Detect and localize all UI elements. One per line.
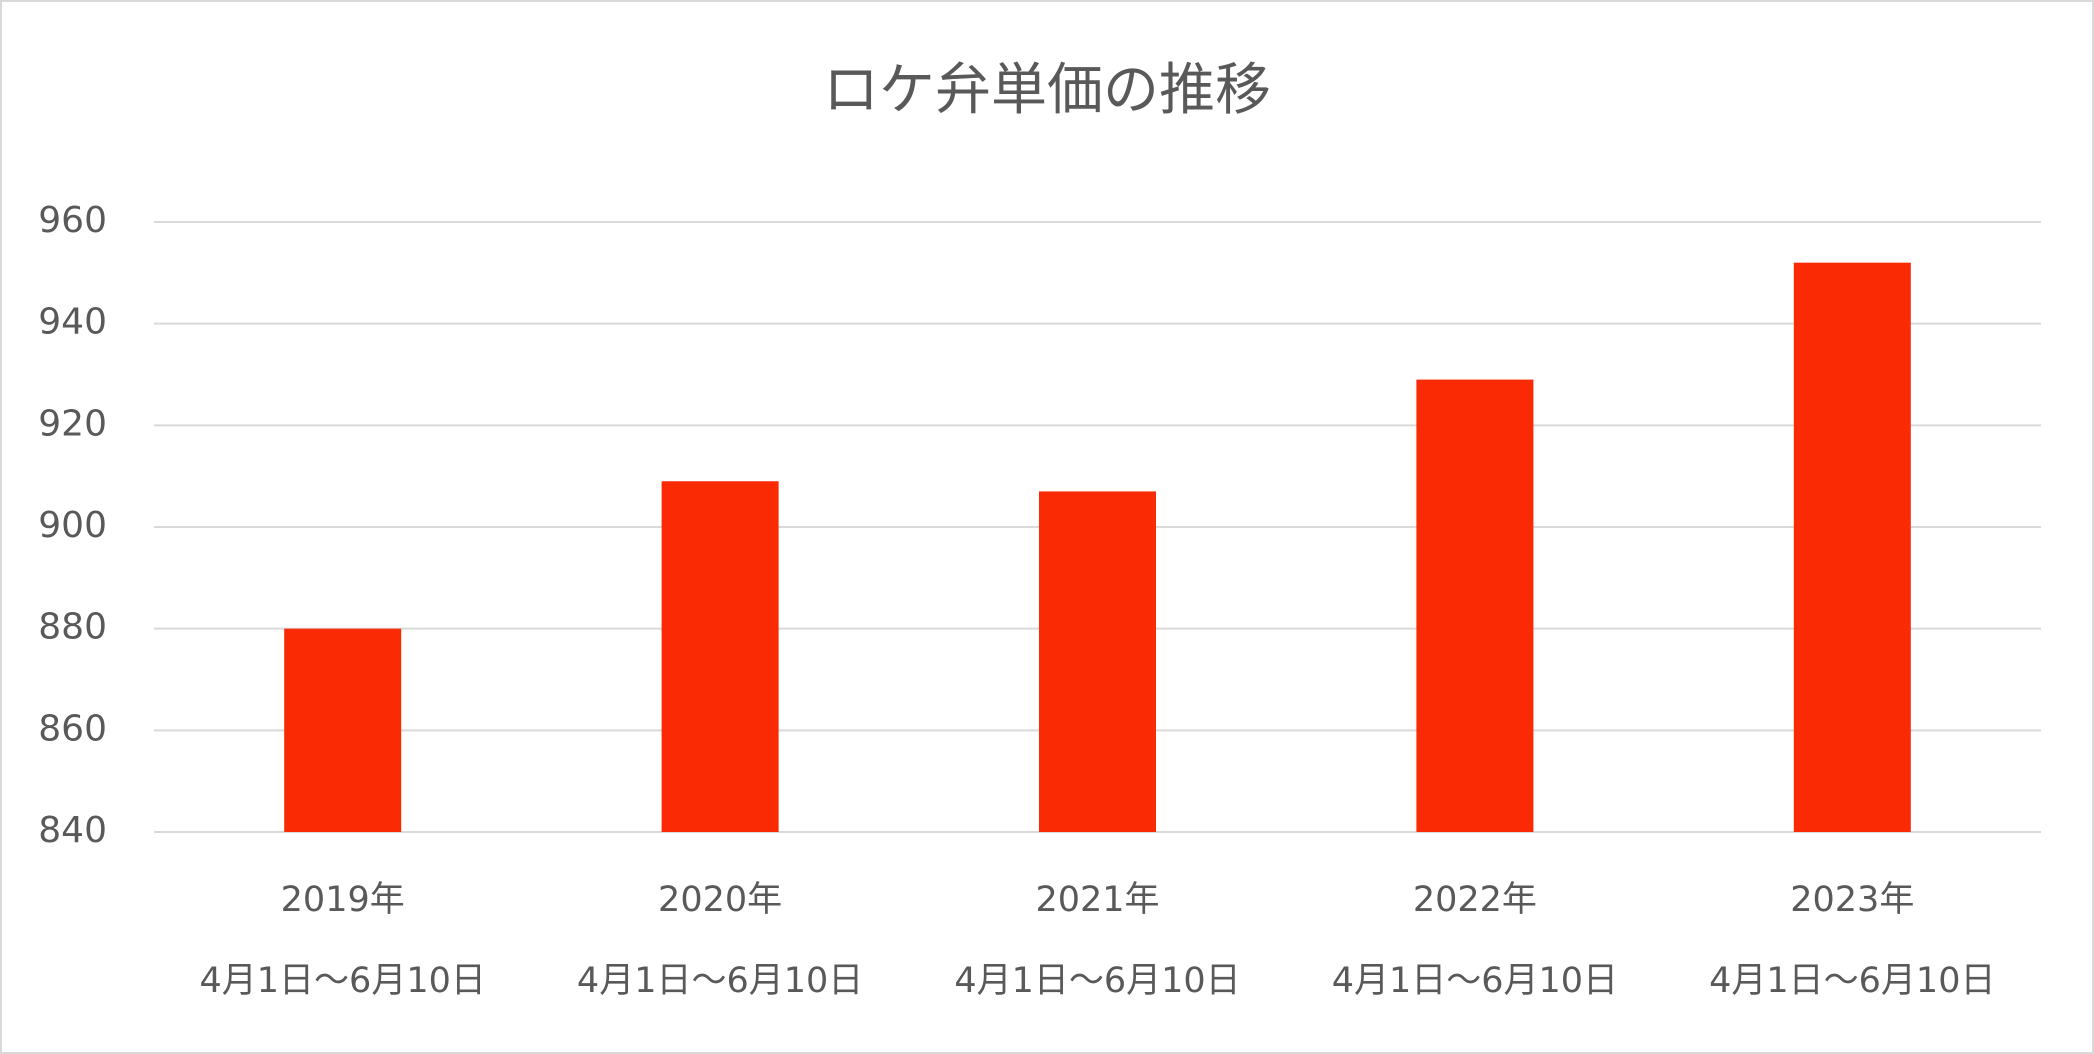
x-tick-label: 4月1日～6月10日 bbox=[1332, 961, 1618, 1001]
bar bbox=[1793, 262, 1911, 833]
chart-title: ロケ弁単価の推移 bbox=[823, 58, 1271, 123]
bar bbox=[1039, 491, 1156, 832]
y-tick-label: 860 bbox=[38, 708, 107, 749]
x-tick-label: 4月1日～6月10日 bbox=[577, 961, 863, 1001]
y-tick-label: 840 bbox=[38, 810, 107, 851]
x-tick-label: 2020年 bbox=[658, 880, 782, 920]
y-tick-label: 940 bbox=[38, 302, 107, 343]
x-tick-label: 4月1日～6月10日 bbox=[1709, 961, 1995, 1001]
bar bbox=[661, 481, 779, 832]
bar bbox=[284, 628, 402, 832]
y-tick-label: 880 bbox=[38, 607, 107, 648]
x-tick-label: 2021年 bbox=[1035, 880, 1159, 920]
y-tick-label: 960 bbox=[38, 200, 107, 241]
y-tick-label: 900 bbox=[38, 505, 107, 546]
bar bbox=[1416, 379, 1534, 832]
x-tick-label: 2019年 bbox=[281, 880, 405, 920]
y-tick-label: 920 bbox=[38, 403, 107, 444]
x-tick-label: 2023年 bbox=[1790, 880, 1914, 920]
x-tick-label: 4月1日～6月10日 bbox=[954, 961, 1240, 1001]
x-tick-label: 4月1日～6月10日 bbox=[200, 961, 486, 1001]
x-tick-label: 2022年 bbox=[1413, 880, 1537, 920]
